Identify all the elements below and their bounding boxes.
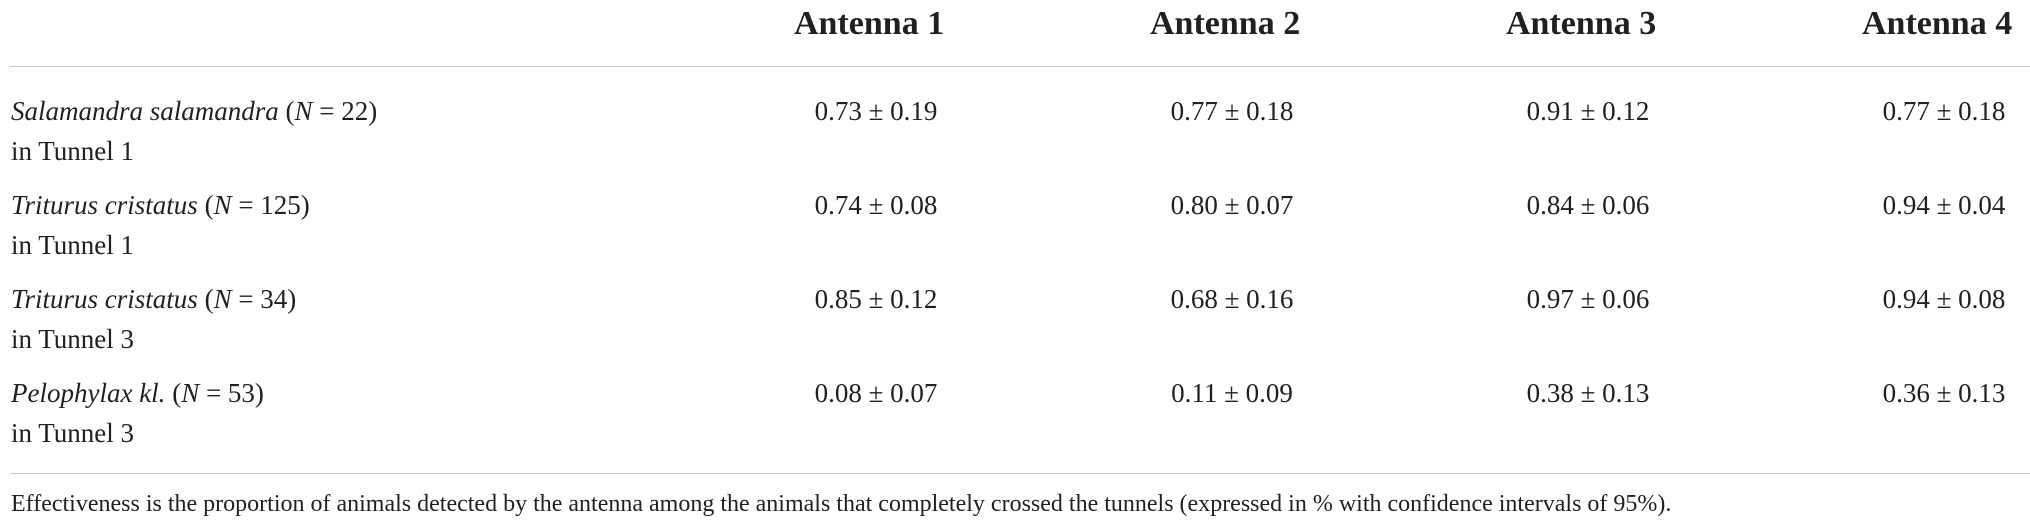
cell-antenna-3: 0.84 ± 0.06 [1526, 190, 1650, 220]
table-footnote: Effectiveness is the proportion of anima… [11, 491, 1672, 517]
row-label: Pelophylax kl. (N = 53) in Tunnel 3 [11, 373, 264, 453]
cell-antenna-4: 0.94 ± 0.04 [1882, 190, 2006, 220]
cell-antenna-4: 0.77 ± 0.18 [1882, 96, 2006, 126]
cell-antenna-2: 0.68 ± 0.16 [1170, 284, 1294, 314]
species-name: Triturus cristatus [11, 284, 198, 314]
cell-antenna-2: 0.11 ± 0.09 [1171, 378, 1293, 408]
tunnel-location: in Tunnel 3 [11, 324, 135, 354]
cell-antenna-1: 0.85 ± 0.12 [814, 284, 938, 314]
sample-size-symbol: N [213, 190, 232, 220]
header-divider [10, 66, 2030, 67]
tunnel-location: in Tunnel 1 [11, 136, 135, 166]
species-name: Triturus cristatus [11, 190, 198, 220]
cell-antenna-2: 0.77 ± 0.18 [1170, 96, 1294, 126]
table-row: Triturus cristatus (N = 34) in Tunnel 3 … [0, 279, 2030, 373]
sample-size-symbol: N [181, 378, 200, 408]
cell-antenna-3: 0.38 ± 0.13 [1526, 378, 1650, 408]
column-header-antenna-1: Antenna 1 [794, 5, 945, 42]
row-label: Salamandra salamandra (N = 22) in Tunnel… [11, 91, 377, 171]
column-header-antenna-3: Antenna 3 [1506, 5, 1657, 42]
sample-size-value: = 22) [312, 96, 378, 126]
footer-divider [10, 473, 2030, 474]
cell-antenna-1: 0.73 ± 0.19 [814, 96, 938, 126]
column-header-antenna-2: Antenna 2 [1150, 5, 1301, 42]
sample-size-open: ( [197, 284, 214, 314]
species-name: Salamandra salamandra [11, 96, 279, 126]
row-label: Triturus cristatus (N = 34) in Tunnel 3 [11, 279, 296, 359]
sample-size-symbol: N [294, 96, 313, 126]
sample-size-open: ( [197, 190, 214, 220]
sample-size-symbol: N [213, 284, 232, 314]
tunnel-location: in Tunnel 3 [11, 418, 135, 448]
cell-antenna-1: 0.08 ± 0.07 [814, 378, 938, 408]
cell-antenna-3: 0.91 ± 0.12 [1526, 96, 1650, 126]
sample-size-open: ( [278, 96, 295, 126]
table-row: Triturus cristatus (N = 125) in Tunnel 1… [0, 185, 2030, 279]
cell-antenna-1: 0.74 ± 0.08 [814, 190, 938, 220]
cell-antenna-4: 0.94 ± 0.08 [1882, 284, 2006, 314]
cell-antenna-3: 0.97 ± 0.06 [1526, 284, 1650, 314]
sample-size-open: ( [165, 378, 182, 408]
cell-antenna-4: 0.36 ± 0.13 [1882, 378, 2006, 408]
species-name: Pelophylax kl. [11, 378, 166, 408]
table-header-row: Antenna 1 Antenna 2 Antenna 3 Antenna 4 [0, 0, 2030, 66]
row-label: Triturus cristatus (N = 125) in Tunnel 1 [11, 185, 310, 265]
sample-size-value: = 53) [199, 378, 264, 408]
column-header-antenna-4: Antenna 4 [1862, 5, 2013, 42]
cell-antenna-2: 0.80 ± 0.07 [1170, 190, 1294, 220]
sample-size-value: = 125) [231, 190, 310, 220]
table-row: Pelophylax kl. (N = 53) in Tunnel 3 0.08… [0, 373, 2030, 467]
table-row: Salamandra salamandra (N = 22) in Tunnel… [0, 91, 2030, 185]
tunnel-location: in Tunnel 1 [11, 230, 135, 260]
sample-size-value: = 34) [231, 284, 297, 314]
